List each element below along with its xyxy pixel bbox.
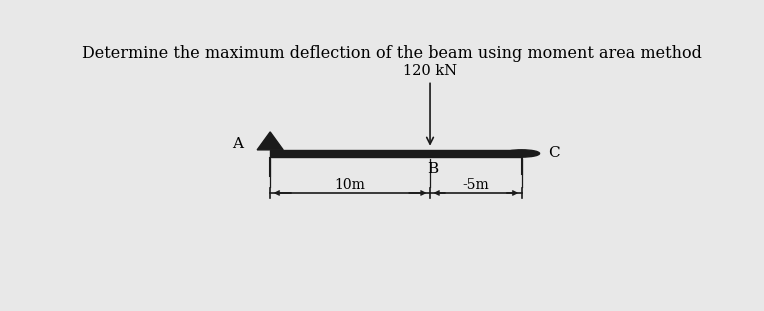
Polygon shape <box>270 150 522 157</box>
Text: A: A <box>232 137 243 151</box>
Ellipse shape <box>504 150 539 157</box>
Text: -5m: -5m <box>462 178 489 192</box>
Text: B: B <box>427 162 439 176</box>
Text: Determine the maximum deflection of the beam using moment area method: Determine the maximum deflection of the … <box>82 44 701 62</box>
Text: 120 kN: 120 kN <box>403 64 457 78</box>
Text: 10m: 10m <box>335 178 365 192</box>
Polygon shape <box>257 132 283 150</box>
Text: C: C <box>549 146 560 160</box>
